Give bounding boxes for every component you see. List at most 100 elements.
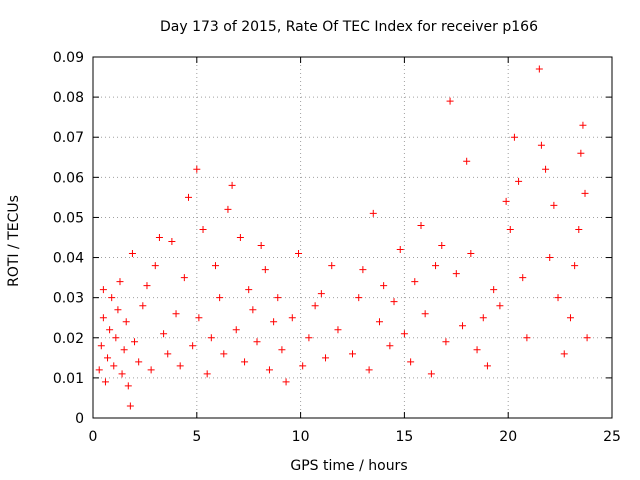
data-point (120, 346, 128, 354)
data-point (139, 302, 147, 310)
data-point (479, 314, 487, 322)
data-point (400, 330, 408, 338)
data-point (483, 362, 491, 370)
data-point (126, 402, 134, 410)
data-point (550, 201, 558, 209)
data-point (506, 225, 514, 233)
data-point (577, 149, 585, 157)
data-point (579, 121, 587, 129)
data-point (135, 358, 143, 366)
x-tick-label: 5 (192, 429, 201, 445)
x-tick-label: 15 (395, 429, 413, 445)
data-point (432, 262, 440, 270)
data-point (180, 274, 188, 282)
data-point (224, 205, 232, 213)
data-point (220, 350, 228, 358)
y-tick-label: 0.01 (53, 371, 84, 387)
y-tick-label: 0.07 (53, 130, 84, 146)
y-tick-label: 0 (75, 411, 84, 427)
data-point (118, 370, 126, 378)
data-point (211, 262, 219, 270)
data-point (203, 370, 211, 378)
x-axis-label: GPS time / hours (290, 458, 407, 474)
data-point (537, 141, 545, 149)
y-tick-label: 0.06 (53, 170, 84, 186)
data-point (328, 262, 336, 270)
data-point (535, 65, 543, 73)
data-point (199, 225, 207, 233)
data-point (349, 350, 356, 358)
data-point (184, 193, 192, 201)
data-point (265, 366, 273, 374)
data-point (542, 165, 550, 173)
data-point (232, 326, 240, 334)
data-point (322, 354, 330, 362)
data-point (334, 326, 342, 334)
data-point (496, 302, 504, 310)
data-point (427, 370, 435, 378)
data-point (241, 358, 249, 366)
data-point (228, 181, 236, 189)
data-point (502, 197, 510, 205)
data-point (369, 209, 377, 217)
data-point (417, 221, 425, 229)
data-point (278, 346, 286, 354)
axis-ticks: 0 0.01 0.02 0.03 0.04 0.05 0.06 0.07 0.08 0.09 0 5 1… (53, 50, 621, 445)
data-point (261, 266, 269, 274)
data-point (467, 250, 475, 258)
data-point (95, 366, 103, 374)
y-axis-label: ROTI / TECUs (6, 195, 22, 287)
y-tick-label: 0.04 (53, 251, 84, 267)
data-point (519, 274, 527, 282)
data-point (116, 278, 124, 286)
data-point (160, 330, 168, 338)
data-point (288, 314, 296, 322)
data-points (95, 65, 591, 410)
x-tick-label: 10 (292, 429, 310, 445)
data-point (359, 266, 367, 274)
plot-frame (92, 56, 613, 419)
data-point (106, 326, 114, 334)
data-point (274, 294, 282, 302)
data-point (97, 342, 105, 350)
x-tick-label: 25 (603, 429, 621, 445)
data-point (147, 366, 155, 374)
data-point (442, 338, 450, 346)
data-point (257, 242, 265, 250)
data-point (164, 350, 172, 358)
x-tick-label: 0 (89, 429, 98, 445)
chart-title: Day 173 of 2015, Rate Of TEC Index for r… (160, 19, 538, 35)
data-point (575, 225, 583, 233)
data-point (510, 133, 518, 141)
data-point (583, 334, 591, 342)
data-point (311, 302, 319, 310)
data-point (295, 250, 303, 258)
data-point (155, 234, 163, 241)
data-point (386, 342, 394, 350)
data-point (566, 314, 574, 322)
grid-lines (93, 57, 612, 418)
data-point (452, 270, 460, 278)
data-point (282, 378, 290, 386)
data-point (99, 314, 107, 322)
data-point (207, 334, 215, 342)
data-point (112, 334, 120, 342)
data-point (390, 298, 398, 306)
data-point (108, 294, 116, 302)
data-point (581, 189, 589, 197)
data-point (380, 282, 388, 290)
data-point (407, 358, 415, 366)
data-point (193, 165, 201, 173)
data-point (411, 278, 419, 286)
y-tick-label: 0.05 (53, 210, 84, 226)
data-point (473, 346, 481, 354)
data-point (249, 306, 257, 314)
data-point (446, 97, 454, 105)
data-point (104, 354, 112, 362)
data-point (515, 177, 523, 185)
data-point (375, 318, 383, 326)
data-point (299, 362, 307, 370)
data-point (216, 294, 224, 302)
data-point (365, 366, 373, 374)
